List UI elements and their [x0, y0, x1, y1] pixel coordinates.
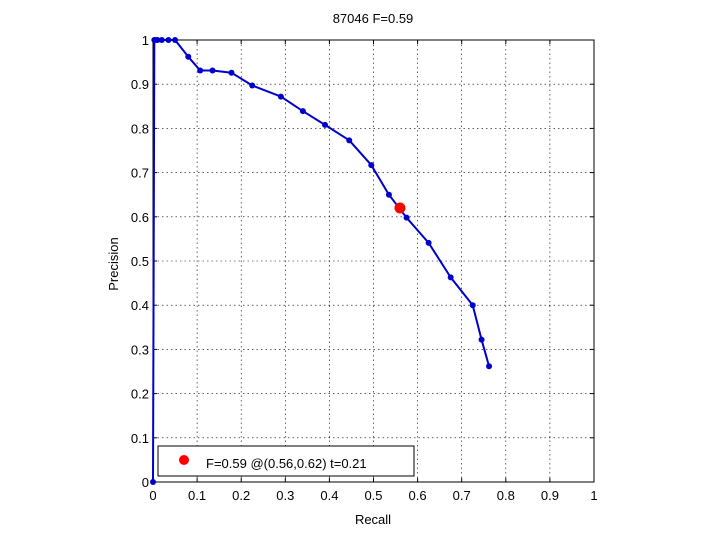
data-point	[425, 239, 432, 246]
x-tick-label: 0.6	[409, 488, 427, 503]
y-tick-label: 0.5	[131, 254, 149, 269]
legend: F=0.59 @(0.56,0.62) t=0.21	[157, 445, 415, 477]
y-tick-label: 0.4	[131, 298, 149, 313]
y-tick-label: 0.9	[131, 77, 149, 92]
data-point	[321, 121, 328, 128]
y-tick-label: 1	[142, 33, 149, 48]
legend-box	[157, 445, 415, 477]
data-point	[299, 108, 306, 115]
data-point	[469, 302, 476, 309]
y-tick-label: 0.1	[131, 431, 149, 446]
y-tick-label: 0.2	[131, 387, 149, 402]
data-point	[486, 363, 493, 370]
data-point	[403, 214, 410, 221]
data-point	[150, 479, 156, 485]
x-tick-label: 0.9	[541, 488, 559, 503]
data-point	[478, 336, 485, 343]
grid	[153, 40, 594, 482]
x-tick-label: 0.8	[497, 488, 515, 503]
data-point	[154, 37, 161, 43]
x-tick-label: 0.4	[320, 488, 338, 503]
data-point	[249, 82, 256, 89]
x-tick-label: 0.7	[453, 488, 471, 503]
x-tick-label: 0.5	[364, 488, 382, 503]
data-point	[346, 137, 353, 144]
y-tick-label: 0	[142, 475, 149, 490]
data-point	[368, 162, 375, 169]
data-point	[172, 37, 179, 43]
legend-marker	[179, 455, 189, 465]
y-tick-label: 0.7	[131, 166, 149, 181]
data-point	[158, 37, 165, 43]
data-point	[447, 274, 454, 281]
x-tick-label: 0	[149, 488, 156, 503]
x-tick-label: 1	[590, 488, 597, 503]
y-axis-label: Precision	[106, 237, 121, 290]
y-tick-label: 0.3	[131, 342, 149, 357]
data-point	[277, 93, 284, 100]
x-tick-label: 0.2	[232, 488, 250, 503]
chart-title: 87046 F=0.59	[333, 11, 414, 26]
x-tick-label: 0.3	[276, 488, 294, 503]
data-point	[185, 53, 192, 60]
data-point	[385, 191, 392, 198]
legend-label: F=0.59 @(0.56,0.62) t=0.21	[206, 456, 367, 471]
data-point	[197, 67, 204, 74]
data-point	[228, 69, 235, 76]
y-tick-label: 0.8	[131, 121, 149, 136]
data-point	[165, 37, 172, 43]
ticks: 0 0.1 0.2 0.3 0.4 0.5 0.6 0.7 0.8 0.9 1 0 0.1 0.2 0.3 0…	[131, 33, 598, 503]
best-f-point	[394, 202, 406, 214]
x-axis-label: Recall	[355, 512, 391, 527]
y-tick-label: 0.6	[131, 210, 149, 225]
data-point	[209, 67, 216, 74]
x-tick-label: 0.1	[188, 488, 206, 503]
series	[150, 37, 493, 485]
